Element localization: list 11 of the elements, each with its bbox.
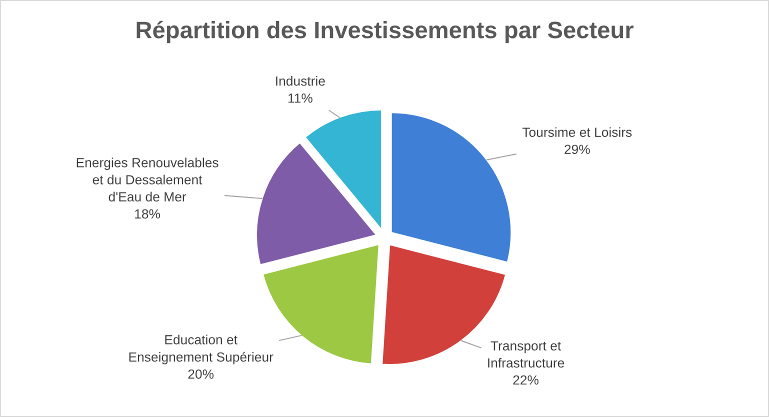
data-label: 18% [135,209,160,219]
slice-label: Transport et Infrastructure [488,341,564,368]
data-label: 22% [513,375,539,385]
slice-label: Education et Enseignement Supérieur [129,334,274,364]
data-label: 29% [564,144,590,154]
chart-title: Répartition des Investissements par Secteur [136,20,634,44]
data-label: 11% [288,94,312,103]
slice-label: Energies Renouvelables et du Dessalement d'Eau de Mer [76,158,218,202]
slice-label: Toursime et Loisirs [522,127,632,137]
data-label: 20% [188,369,214,379]
slice-label: Industrie [276,76,325,86]
